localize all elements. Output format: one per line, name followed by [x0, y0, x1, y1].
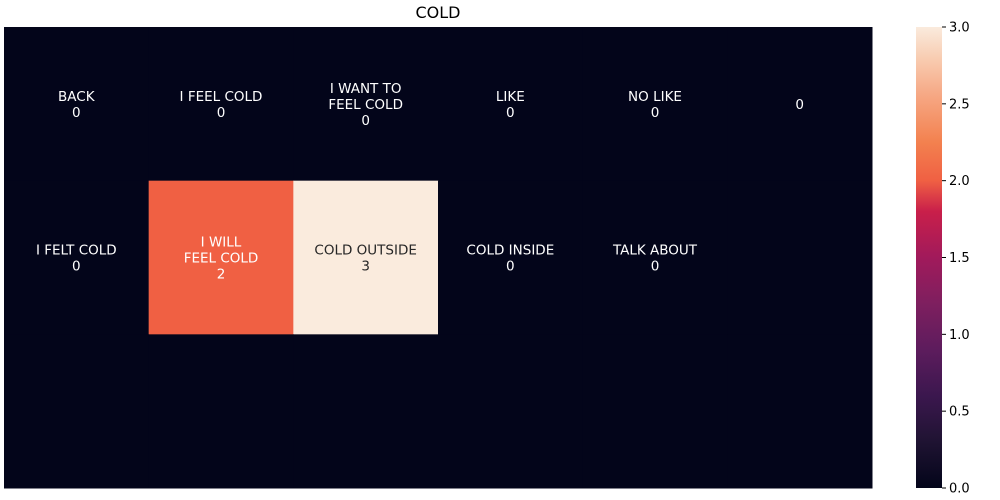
heatmap-cell-r2c1: [148, 334, 294, 489]
heatmap-cell-r2c4: [582, 334, 728, 489]
heatmap-cell-r0c0: [4, 27, 150, 182]
heatmap-cell-r1c2: [293, 180, 439, 335]
colorbar-tick-label: 0.0: [949, 482, 970, 497]
chart-title: COLD: [416, 3, 461, 22]
heatmap-annotation-r0c4: NO LIKE 0: [628, 89, 682, 121]
heatmap-annotation-r1c2: COLD OUTSIDE 3: [314, 243, 417, 275]
heatmap-cell-r1c0: [4, 180, 150, 335]
heatmap-annotation-r1c0: I FELT COLD 0: [36, 243, 117, 275]
colorbar-tick-label: 1.0: [949, 328, 970, 343]
heatmap-cell-r1c3: [438, 180, 584, 335]
heatmap-annotation-r0c2: I WANT TO FEEL COLD 0: [328, 81, 403, 129]
colorbar-tick-label: 3.0: [949, 21, 970, 36]
colorbar: [916, 27, 942, 488]
heatmap-cell-r0c4: [582, 27, 728, 182]
colorbar-tick-label: 1.5: [949, 251, 970, 266]
heatmap-cell-r2c0: [4, 334, 150, 489]
heatmap-cell-r0c1: [148, 27, 294, 182]
heatmap-cell-r1c4: [582, 180, 728, 335]
colorbar-tick-label: 0.5: [949, 405, 970, 420]
heatmap-annotation-r1c4: TALK ABOUT 0: [612, 243, 698, 275]
heatmap-cell-r0c5: [727, 27, 873, 182]
heatmap-annotation-r0c5: 0: [795, 97, 804, 113]
heatmap-annotation-r1c3: COLD INSIDE 0: [466, 243, 554, 275]
heatmap-annotation-r1c1: I WILL FEEL COLD 2: [184, 235, 259, 283]
heatmap-cell-r2c5: [727, 334, 873, 489]
heatmap-cell-r1c5: [727, 180, 873, 335]
heatmap-annotation-r0c3: LIKE 0: [496, 89, 525, 121]
colorbar-tick-label: 2.0: [949, 174, 970, 189]
heatmap-grid: BACK 0 I FEEL COLD 0 I WANT TO FEEL COLD 0 LIKE…: [4, 27, 873, 489]
heatmap-cell-r2c3: [438, 334, 584, 489]
colorbar-ticks: 0.0 0.5 1.0 1.5 2.0 2.5 3.0: [942, 21, 970, 497]
heatmap-annotation-r0c0: BACK 0: [58, 89, 96, 121]
heatmap-cell-r0c2: [293, 27, 439, 182]
heatmap-cell-r0c3: [438, 27, 584, 182]
heatmap-cell-r2c2: [293, 334, 439, 489]
heatmap-cell-r1c1: [148, 180, 294, 335]
heatmap-annotation-r0c1: I FEEL COLD 0: [180, 89, 263, 121]
colorbar-tick-label: 2.5: [949, 97, 970, 112]
